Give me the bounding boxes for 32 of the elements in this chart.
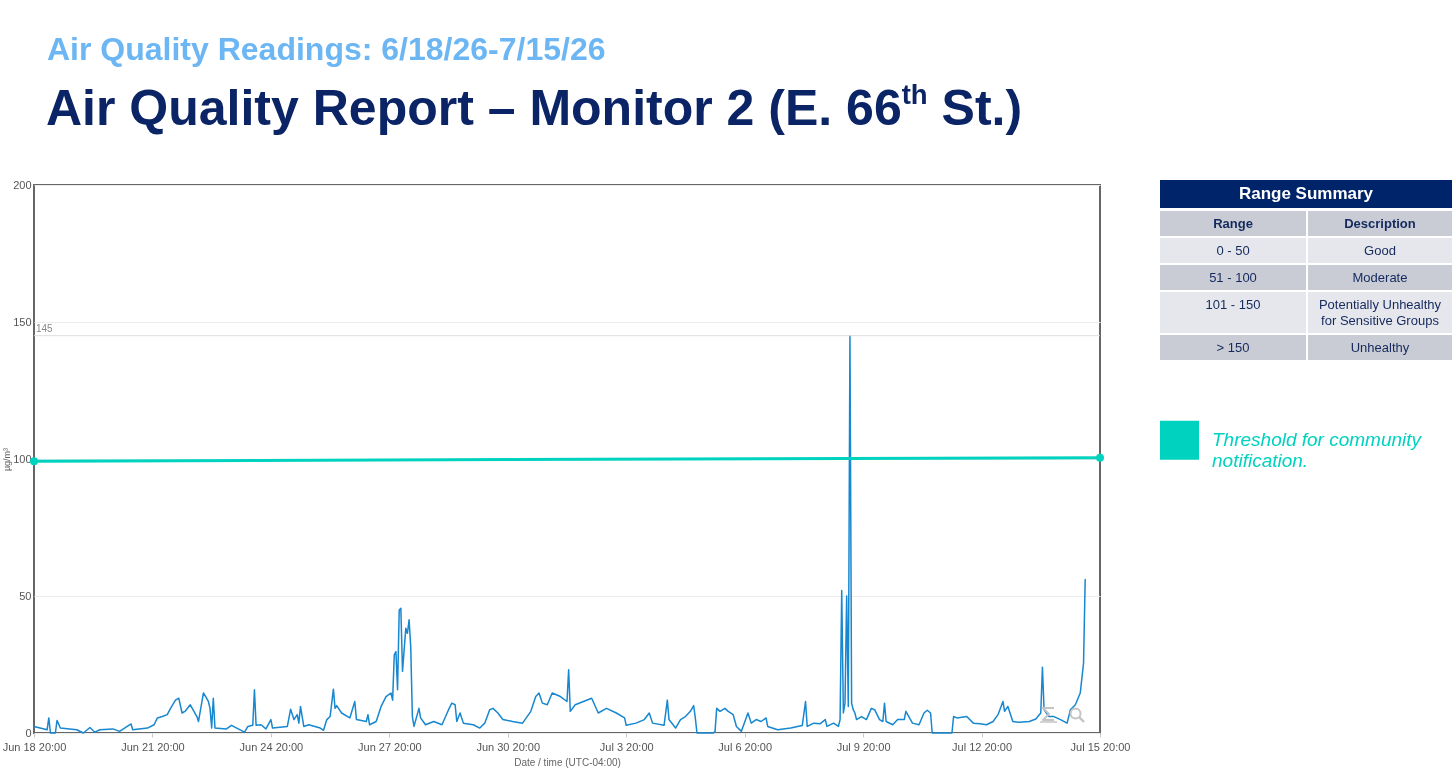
text: Moderate	[1308, 265, 1452, 290]
text: Good	[1308, 238, 1452, 263]
x-tick-label: Jun 21 20:00	[121, 740, 185, 753]
text: Potentially Unhealthy for Sensitive Groups	[1308, 292, 1452, 333]
x-tick-label: Jul 9 20:00	[836, 740, 891, 753]
x-tick-label: Jul 12 20:00	[952, 740, 1013, 753]
x-axis-title: Date / time (UTC-04:00)	[514, 756, 621, 768]
y-tick-label: 100	[13, 452, 32, 465]
x-tick-label: Jun 30 20:00	[476, 740, 541, 753]
legend-label: Threshold for community notification.	[1212, 429, 1423, 472]
x-tick-label: Jul 6 20:00	[718, 740, 773, 753]
text: 0 - 50	[1160, 238, 1306, 263]
chart-title: Air Quality Report – Monitor 2 (E. 66$^{th}$ St.)	[46, 79, 1023, 136]
y-tick-label: 50	[19, 589, 32, 602]
text: Range Summary	[1160, 180, 1452, 208]
text: > 150	[1160, 335, 1306, 360]
text: 101 - 150	[1160, 292, 1306, 333]
x-tick-label: Jul 15 20:00	[1070, 740, 1131, 753]
x-tick-label: Jul 3 20:00	[599, 740, 654, 753]
text: 51 - 100	[1160, 265, 1306, 290]
text: Unhealthy	[1308, 335, 1452, 360]
y-tick-label: 150	[13, 315, 32, 328]
x-tick-label: Jun 24 20:00	[239, 740, 304, 753]
y-tick-label: 200	[13, 178, 32, 191]
text: Range	[1160, 211, 1306, 236]
text: Description	[1308, 211, 1452, 236]
chart-subtitle: Air Quality Readings: 6/18/26-7/15/26	[47, 31, 606, 67]
x-tick-label: Jun 18 20:00	[2, 740, 67, 753]
y-tick-label: 0	[25, 726, 32, 739]
y-axis-title: µg/m³	[1, 447, 12, 472]
ref-line-label: 145	[36, 322, 54, 334]
x-tick-label: Jun 27 20:00	[358, 740, 422, 753]
